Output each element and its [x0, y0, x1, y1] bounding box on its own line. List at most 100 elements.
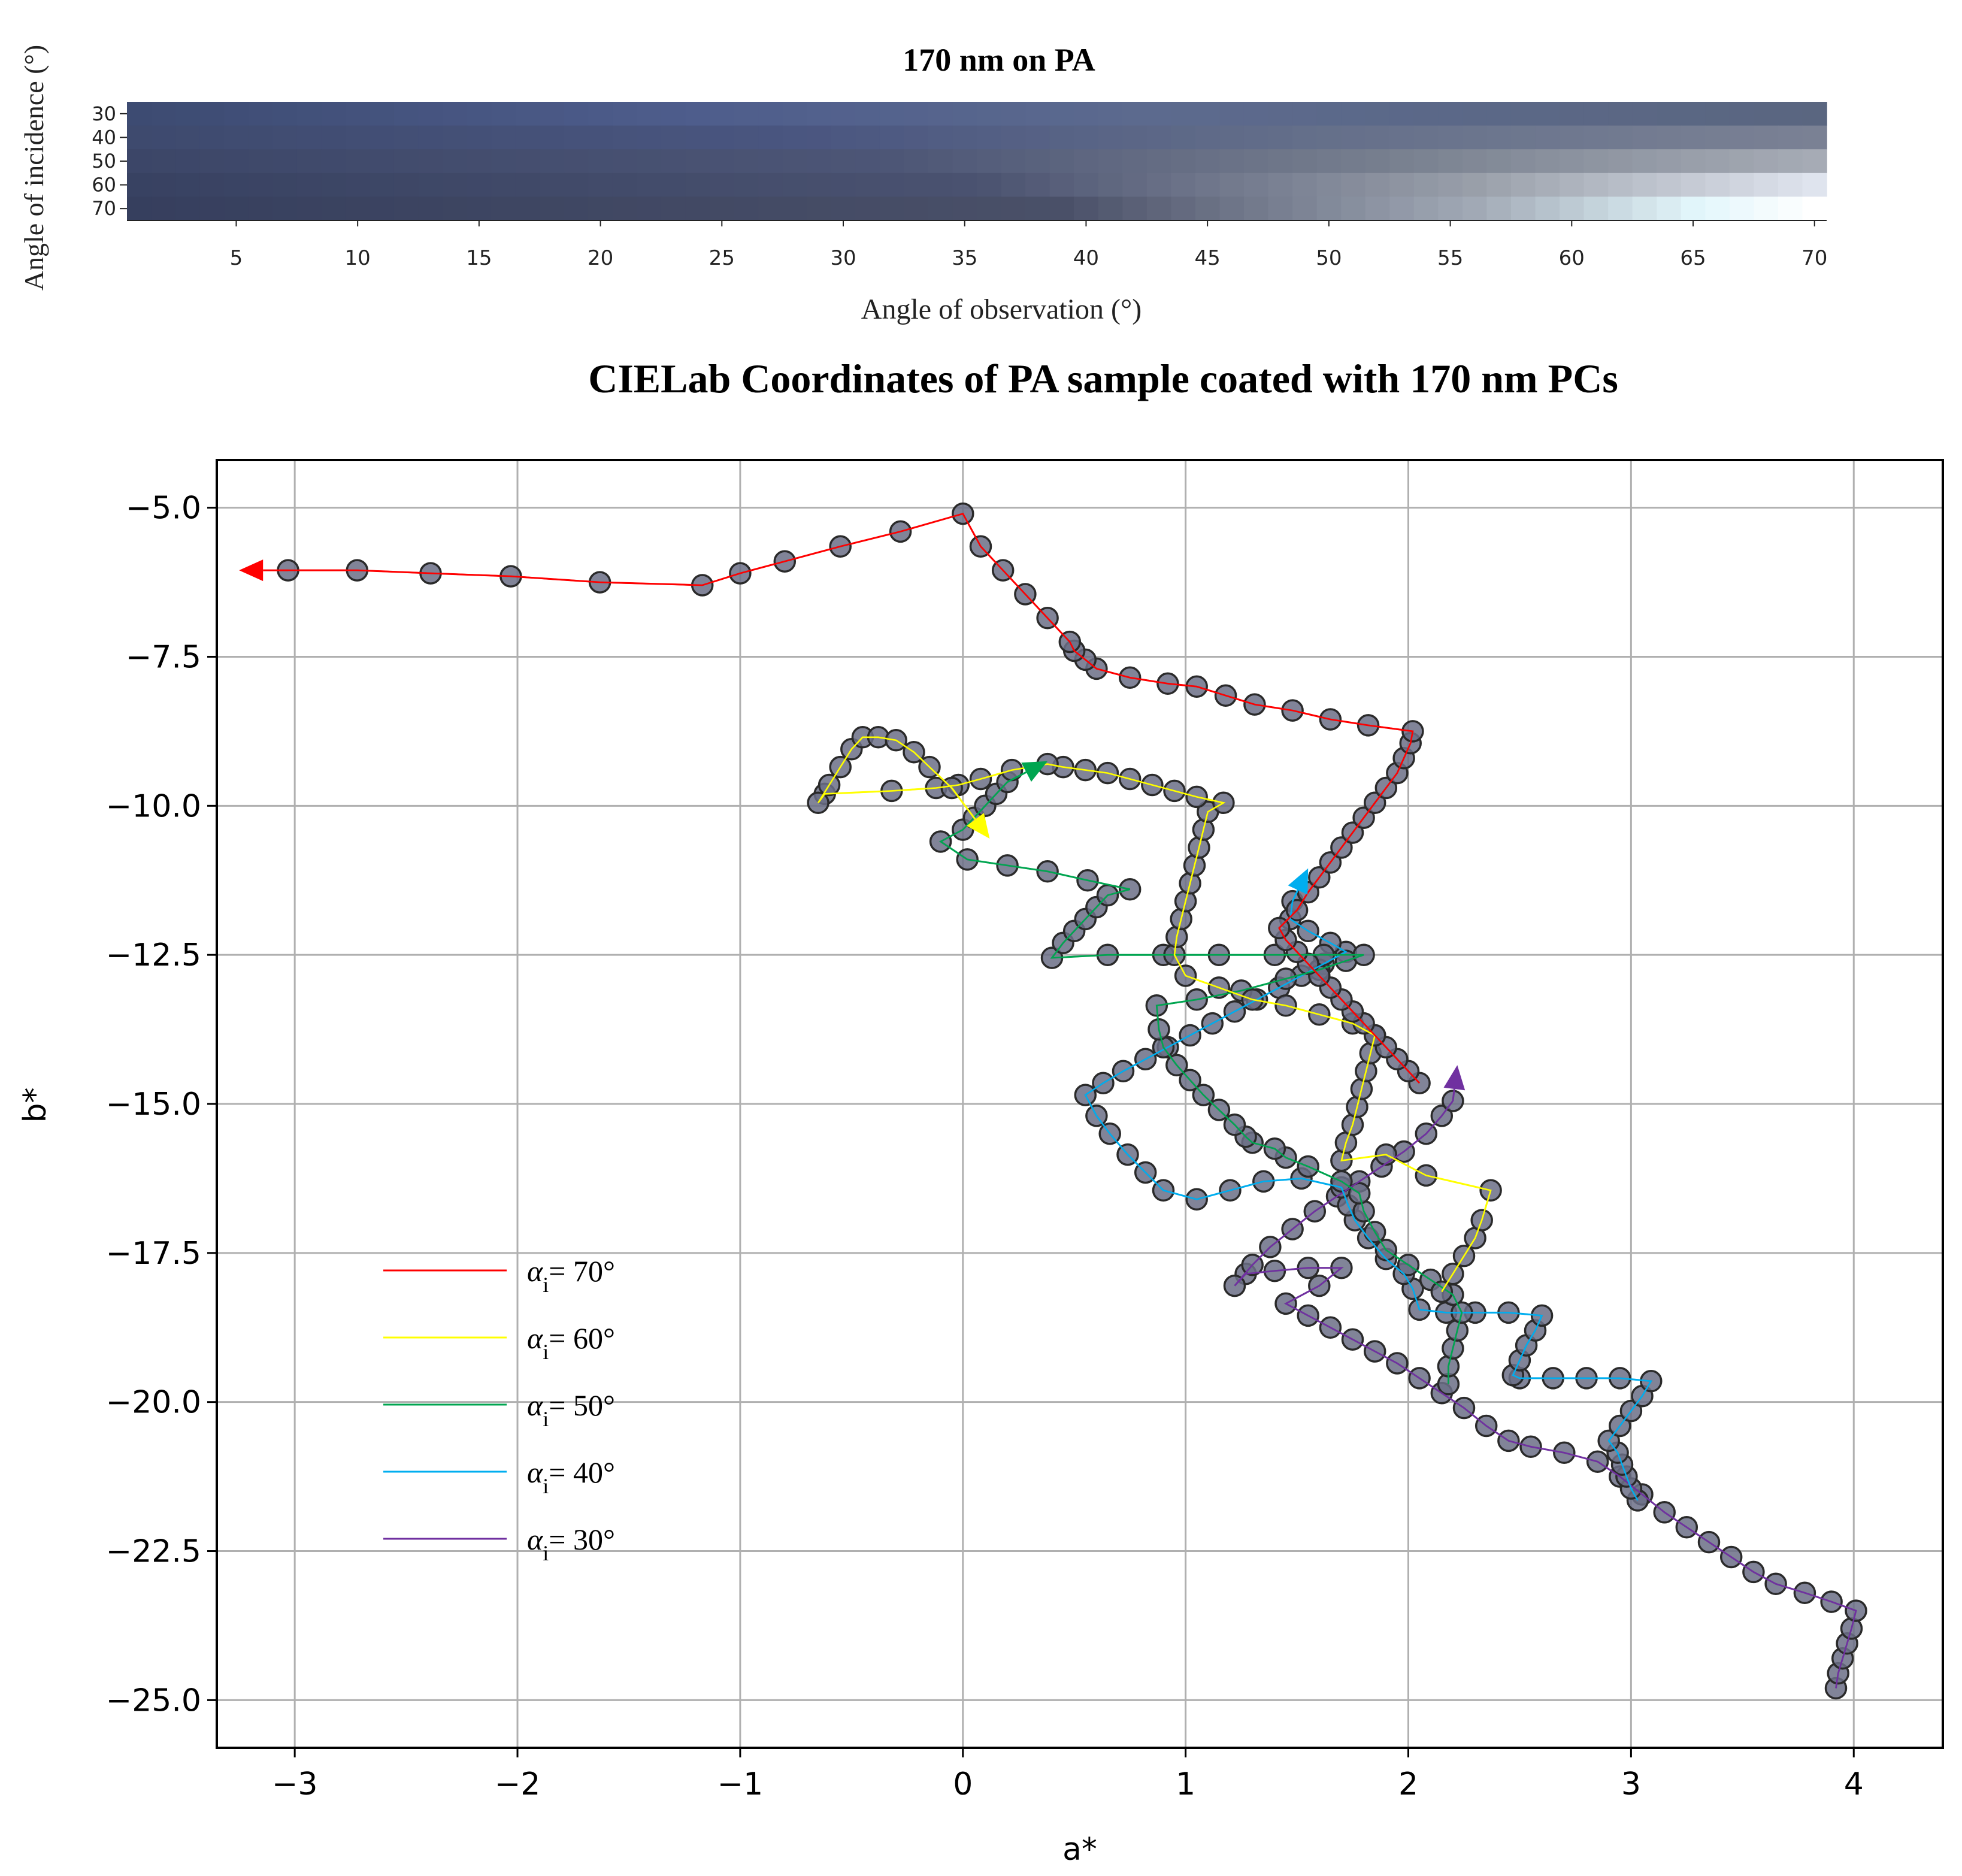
heatmap-x-tick-label: 35	[952, 246, 977, 270]
heatmap-cell	[296, 173, 322, 198]
heatmap-cell	[1243, 196, 1269, 221]
heatmap-cell	[734, 102, 759, 126]
heatmap-cell	[1729, 196, 1755, 221]
heatmap-cell	[1389, 173, 1415, 198]
heatmap-cell	[782, 196, 807, 221]
legend-label-symbol: α	[527, 1523, 544, 1556]
series-line	[1084, 901, 1652, 1501]
heatmap-cell	[1292, 125, 1318, 150]
heatmap-cell	[1462, 149, 1488, 174]
heatmap-cell	[637, 196, 662, 221]
heatmap-cell	[1510, 125, 1536, 150]
heatmap-cell	[831, 149, 856, 174]
heatmap-cell	[952, 173, 977, 198]
heatmap-cell	[1486, 125, 1512, 150]
heatmap-cell	[1219, 173, 1245, 198]
heatmap-cell	[1802, 125, 1827, 150]
heatmap-cell	[175, 102, 201, 126]
heatmap-cell	[1001, 149, 1026, 174]
y-tick-label: −5.0	[126, 491, 201, 527]
heatmap-cell	[1510, 196, 1536, 221]
heatmap-cell	[1608, 125, 1633, 150]
heatmap-cell	[855, 125, 880, 150]
heatmap-cell	[1074, 125, 1099, 150]
heatmap-cell	[1510, 102, 1536, 126]
heatmap-cell	[904, 149, 929, 174]
x-tick-label: −1	[717, 1766, 764, 1802]
heatmap-x-tick-label: 50	[1316, 246, 1342, 270]
heatmap-cell	[661, 149, 686, 174]
heatmap-cell	[1171, 125, 1196, 150]
y-tick-label: −22.5	[106, 1534, 201, 1570]
heatmap-cell	[1681, 125, 1706, 150]
heatmap-cell	[612, 102, 638, 126]
heatmap-cell	[199, 173, 225, 198]
heatmap-cell	[1754, 102, 1779, 126]
heatmap-cell	[879, 102, 905, 126]
heatmap-cell	[345, 173, 371, 198]
heatmap-cell	[1462, 196, 1488, 221]
heatmap-cell	[1583, 173, 1609, 198]
heatmap-cell	[588, 173, 613, 198]
heatmap-cell	[758, 196, 783, 221]
legend-label: αi= 50°	[527, 1388, 615, 1431]
heatmap-cell	[418, 149, 443, 174]
heatmap-y-axis-label: Angle of incidence (°)	[19, 45, 49, 291]
heatmap-cell	[685, 149, 710, 174]
heatmap-cell	[1195, 196, 1221, 221]
heatmap-cell	[977, 173, 1002, 198]
series-arrow-shaft	[1291, 889, 1299, 902]
heatmap-x-tick-label: 70	[1801, 246, 1827, 270]
heatmap-cell	[1098, 196, 1124, 221]
heatmap-cell	[1025, 102, 1050, 126]
heatmap-cell	[1560, 149, 1585, 174]
heatmap-cell	[1001, 173, 1026, 198]
heatmap-cell	[491, 196, 516, 221]
heatmap-cell	[1146, 149, 1172, 174]
heatmap-cell	[345, 149, 371, 174]
heatmap-cell	[1146, 196, 1172, 221]
heatmap-cell	[1778, 196, 1803, 221]
heatmap-cell	[1729, 102, 1755, 126]
heatmap-cell	[540, 196, 565, 221]
heatmap-cell	[1657, 149, 1682, 174]
heatmap-cell	[685, 196, 710, 221]
heatmap-cell	[710, 102, 735, 126]
heatmap-cell	[1681, 149, 1706, 174]
heatmap-cell	[1122, 125, 1147, 150]
plot-lines-overlay	[288, 513, 1857, 1689]
heatmap-cell	[393, 173, 419, 198]
heatmap-cell	[443, 149, 468, 174]
heatmap-cell	[928, 196, 953, 221]
heatmap-cell	[758, 149, 783, 174]
heatmap-cell	[1535, 125, 1560, 150]
heatmap-cell	[296, 125, 322, 150]
heatmap-cell	[1608, 102, 1633, 126]
heatmap-cell	[321, 102, 346, 126]
heatmap-cell	[175, 173, 201, 198]
heatmap-cell	[515, 149, 541, 174]
heatmap-cell	[1219, 102, 1245, 126]
heatmap-cell	[1219, 196, 1245, 221]
heatmap-cell	[1195, 125, 1221, 150]
heatmap-cell	[1438, 125, 1463, 150]
heatmap-cell	[127, 102, 152, 126]
heatmap-cell	[977, 149, 1002, 174]
heatmap-cell	[1365, 102, 1391, 126]
heatmap-cell	[1365, 125, 1391, 150]
heatmap-cell	[1268, 196, 1293, 221]
heatmap-cell	[1681, 196, 1706, 221]
heatmap-cell	[199, 149, 225, 174]
heatmap-cell	[831, 102, 856, 126]
heatmap-cell	[1657, 125, 1682, 150]
heatmap-cell	[418, 125, 443, 150]
heatmap-cell	[127, 125, 152, 150]
heatmap-cell	[491, 125, 516, 150]
heatmap-cell	[1510, 149, 1536, 174]
heatmap-cell	[1365, 196, 1391, 221]
heatmap-cell	[151, 173, 176, 198]
plot-y-axis-label: b*	[17, 1087, 53, 1122]
heatmap-cell	[248, 173, 274, 198]
series-line	[939, 781, 1463, 1384]
heatmap-cell	[1462, 125, 1488, 150]
